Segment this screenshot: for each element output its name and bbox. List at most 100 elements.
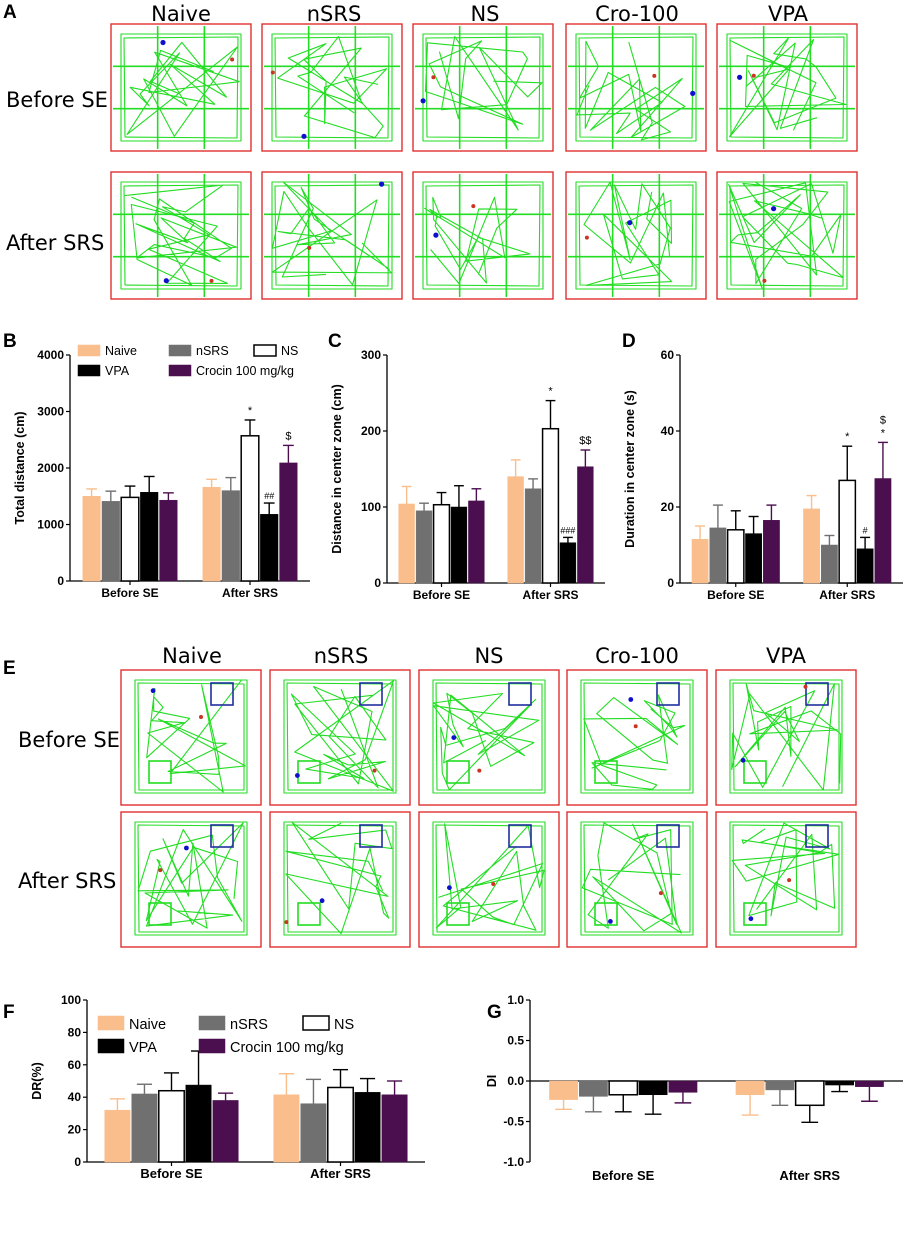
chart-b-total-distance: 0 1000 2000 3000 4000 Total distance (cm) Befo… bbox=[13, 348, 310, 600]
track-cell-e-1-4 bbox=[715, 811, 857, 948]
bar-naive bbox=[507, 476, 524, 584]
y-axis-label: Duration in center zone (s) bbox=[623, 390, 637, 548]
movement-track bbox=[134, 679, 248, 794]
bar-naive bbox=[691, 539, 709, 584]
significance-marker: $ bbox=[285, 430, 291, 442]
track-cell-a-1-4 bbox=[716, 171, 858, 300]
movement-track bbox=[729, 821, 843, 936]
bar-nsrs bbox=[579, 1080, 608, 1097]
bar-nsrs bbox=[131, 1093, 158, 1163]
arena-frame bbox=[412, 23, 554, 152]
start-point-marker bbox=[652, 73, 657, 78]
bar-naive bbox=[273, 1094, 300, 1163]
y-tick-label: 20 bbox=[68, 1123, 82, 1137]
chart-c-distance-center: 0 100 200 300 Distance in center zone (cm) Be… bbox=[330, 348, 605, 602]
chart-d-duration-center: 0 20 40 60 Duration in center zone (s) Before… bbox=[623, 348, 903, 602]
arena-frame bbox=[418, 669, 560, 806]
bar-naive bbox=[803, 508, 820, 584]
end-point-marker bbox=[150, 688, 156, 694]
start-point-marker bbox=[633, 724, 638, 729]
arena-frame bbox=[716, 171, 858, 300]
y-axis-label: Total distance (cm) bbox=[13, 412, 27, 525]
start-point-marker bbox=[431, 75, 436, 80]
movement-track bbox=[422, 33, 544, 142]
bar-crocin bbox=[468, 500, 485, 584]
significance-marker: # bbox=[863, 525, 868, 535]
familiar-object-zone bbox=[594, 902, 618, 926]
track-cell-a-0-1 bbox=[261, 23, 403, 152]
track-cell-a-1-1 bbox=[261, 171, 403, 300]
x-category-label: Before SE bbox=[413, 588, 470, 602]
bar-nsrs bbox=[415, 510, 433, 584]
familiar-object-zone bbox=[446, 760, 470, 784]
track-cell-e-1-0 bbox=[120, 811, 262, 948]
end-point-marker bbox=[295, 773, 300, 778]
y-tick-label: 3000 bbox=[37, 405, 64, 419]
bar-naive bbox=[104, 1109, 131, 1163]
panel-letter-b: B bbox=[3, 331, 17, 352]
bar-crocin bbox=[381, 1094, 408, 1163]
arena-frame bbox=[110, 23, 252, 152]
bar-crocin bbox=[855, 1080, 884, 1087]
y-tick-label: 100 bbox=[361, 500, 381, 514]
bar-vpa bbox=[825, 1080, 854, 1086]
start-point-marker bbox=[751, 73, 756, 78]
novel-object-zone bbox=[805, 682, 829, 706]
legend-swatch-crocin bbox=[168, 364, 192, 377]
bar-naive bbox=[82, 496, 101, 582]
bar-nsrs bbox=[221, 490, 240, 582]
track-cell-e-0-2 bbox=[418, 669, 560, 806]
open-field-tracks-panel: Naive nSRS NS Cro-100 VPA Before SE Afte… bbox=[6, 2, 858, 300]
start-point-marker bbox=[209, 278, 214, 283]
legend-swatch-naive bbox=[77, 344, 101, 357]
bar-ns bbox=[432, 503, 451, 584]
group-label-vpa-a: VPA bbox=[768, 2, 809, 26]
end-point-marker bbox=[160, 39, 166, 46]
group-label-cro100-a: Cro-100 bbox=[595, 2, 679, 26]
y-tick-label: 60 bbox=[68, 1058, 82, 1072]
bar-vpa bbox=[559, 542, 577, 584]
track-cell-a-1-0 bbox=[110, 171, 252, 300]
start-point-marker bbox=[491, 882, 496, 886]
significance-marker: * bbox=[845, 431, 850, 443]
group-label-ns-e: NS bbox=[474, 644, 503, 668]
row-label-before-se-e: Before SE bbox=[18, 728, 120, 752]
familiar-object-zone bbox=[446, 902, 470, 926]
legend-label-vpa: VPA bbox=[105, 364, 130, 378]
end-point-marker bbox=[319, 898, 325, 904]
end-point-marker bbox=[740, 757, 746, 763]
bar-vpa bbox=[260, 514, 279, 582]
track-cell-e-0-1 bbox=[269, 669, 411, 806]
significance-marker: * bbox=[248, 405, 253, 417]
group-label-nsrs-a: nSRS bbox=[307, 2, 362, 26]
movement-track bbox=[432, 821, 546, 936]
bar-ns bbox=[327, 1086, 354, 1163]
familiar-object-zone bbox=[594, 760, 618, 784]
bar-ns bbox=[541, 427, 560, 584]
arena-frame bbox=[261, 171, 403, 300]
y-tick-label: 0 bbox=[667, 576, 674, 590]
track-cell-a-0-2 bbox=[412, 23, 554, 152]
y-tick-label: -0.5 bbox=[503, 1115, 524, 1129]
y-tick-label: 60 bbox=[661, 348, 675, 362]
legend-swatch-ns bbox=[302, 1015, 330, 1031]
x-category-label: After SRS bbox=[819, 588, 875, 602]
bar-ns bbox=[120, 496, 140, 582]
bar-ns bbox=[838, 479, 857, 584]
end-point-marker bbox=[690, 90, 696, 96]
legend-label-vpa: VPA bbox=[129, 1040, 157, 1056]
x-category-label: After SRS bbox=[522, 588, 578, 602]
x-category-label: After SRS bbox=[222, 586, 278, 600]
legend-label-ns: NS bbox=[334, 1017, 354, 1033]
end-point-marker bbox=[608, 919, 613, 924]
start-point-marker bbox=[477, 768, 482, 773]
bar-nsrs bbox=[765, 1080, 795, 1091]
end-point-marker bbox=[628, 697, 634, 702]
legend-label-crocin: Crocin 100 mg/kg bbox=[196, 364, 294, 378]
chart-f-discrimination-ratio: 0 20 40 60 80 100 DR(%) Before SE After SRS bbox=[30, 993, 425, 1181]
novel-object-zone bbox=[210, 682, 234, 706]
familiar-object-zone bbox=[297, 902, 321, 926]
novel-object-zone bbox=[508, 824, 532, 848]
x-category-label: After SRS bbox=[779, 1168, 840, 1183]
